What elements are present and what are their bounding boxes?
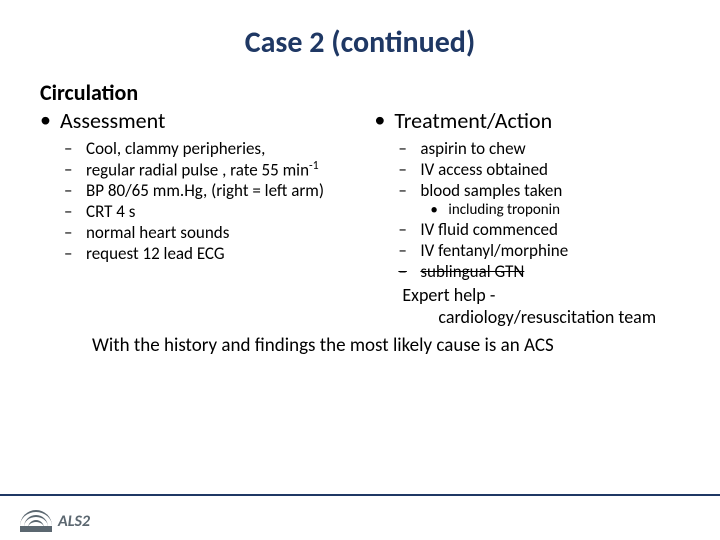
expert-help-text: Expert help - cardiology/resuscitation t… <box>374 284 680 328</box>
list-item-text: BP 80/65 mm.Hg, (right = left arm) <box>86 180 324 201</box>
list-item-text: normal heart sounds <box>86 222 229 243</box>
list-item: – regular radial pulse , rate 55 min-1 <box>40 159 366 181</box>
assessment-heading-text: Assessment <box>60 107 165 134</box>
list-item: – request 12 lead ECG <box>40 243 366 264</box>
slide-title: Case 2 (continued) <box>40 24 680 61</box>
dash-icon: – <box>64 201 76 222</box>
bullet-dot-icon: • <box>430 201 440 219</box>
dash-icon: – <box>398 180 410 201</box>
assessment-heading: • Assessment <box>40 107 366 134</box>
bullet-dot-icon: • <box>40 107 54 134</box>
dash-icon: – <box>398 261 410 282</box>
list-item-text: aspirin to chew <box>420 138 525 159</box>
list-item: – Cool, clammy peripheries, <box>40 138 366 159</box>
treatment-heading-text: Treatment/Action <box>394 107 552 134</box>
conclusion-text: With the history and findings the most l… <box>40 334 680 357</box>
list-item: – IV fluid commenced <box>374 219 680 240</box>
logo-text: ALS2 <box>58 512 90 531</box>
list-subitem-text: including troponin <box>448 201 560 219</box>
dash-icon: – <box>64 138 76 159</box>
dash-icon: – <box>398 219 410 240</box>
expert-line1: Expert help - <box>402 284 495 306</box>
section-heading: Circulation <box>40 79 680 107</box>
footer-logo: ALS2 <box>20 510 90 532</box>
dash-icon: – <box>398 159 410 180</box>
dash-icon: – <box>64 243 76 264</box>
list-item: – CRT 4 s <box>40 201 366 222</box>
list-item: – IV access obtained <box>374 159 680 180</box>
list-item-text: IV fentanyl/morphine <box>420 240 568 261</box>
list-item-text: request 12 lead ECG <box>86 243 225 264</box>
list-item-text: regular radial pulse , rate 55 min-1 <box>86 159 319 181</box>
superscript: -1 <box>309 159 319 173</box>
dash-icon: – <box>64 159 76 181</box>
slide: Case 2 (continued) Circulation • Assessm… <box>0 0 720 540</box>
dash-icon: – <box>398 240 410 261</box>
expert-line2: cardiology/resuscitation team <box>402 306 680 328</box>
two-column-layout: • Assessment – Cool, clammy peripheries,… <box>40 107 680 328</box>
list-item-text: blood samples taken <box>420 180 562 201</box>
list-item: – blood samples taken <box>374 180 680 201</box>
dash-icon: – <box>64 222 76 243</box>
logo-mark-icon <box>20 510 52 532</box>
list-subitem: • including troponin <box>374 201 680 219</box>
list-item: – IV fentanyl/morphine <box>374 240 680 261</box>
list-item-struck: – sublingual GTN <box>374 261 680 282</box>
list-item-text-part: regular radial pulse , rate 55 min <box>86 159 309 180</box>
list-item: – BP 80/65 mm.Hg, (right = left arm) <box>40 180 366 201</box>
column-right: • Treatment/Action – aspirin to chew – I… <box>374 107 680 328</box>
column-left: • Assessment – Cool, clammy peripheries,… <box>40 107 366 328</box>
list-item: – aspirin to chew <box>374 138 680 159</box>
treatment-heading: • Treatment/Action <box>374 107 680 134</box>
list-item-text: IV fluid commenced <box>420 219 558 240</box>
bullet-dot-icon: • <box>374 107 388 134</box>
list-item-text: sublingual GTN <box>420 261 524 282</box>
list-item-text: Cool, clammy peripheries, <box>86 138 265 159</box>
list-item-text: CRT 4 s <box>86 201 135 222</box>
footer-divider <box>0 494 720 496</box>
dash-icon: – <box>398 138 410 159</box>
dash-icon: – <box>64 180 76 201</box>
list-item: – normal heart sounds <box>40 222 366 243</box>
list-item-text: IV access obtained <box>420 159 548 180</box>
